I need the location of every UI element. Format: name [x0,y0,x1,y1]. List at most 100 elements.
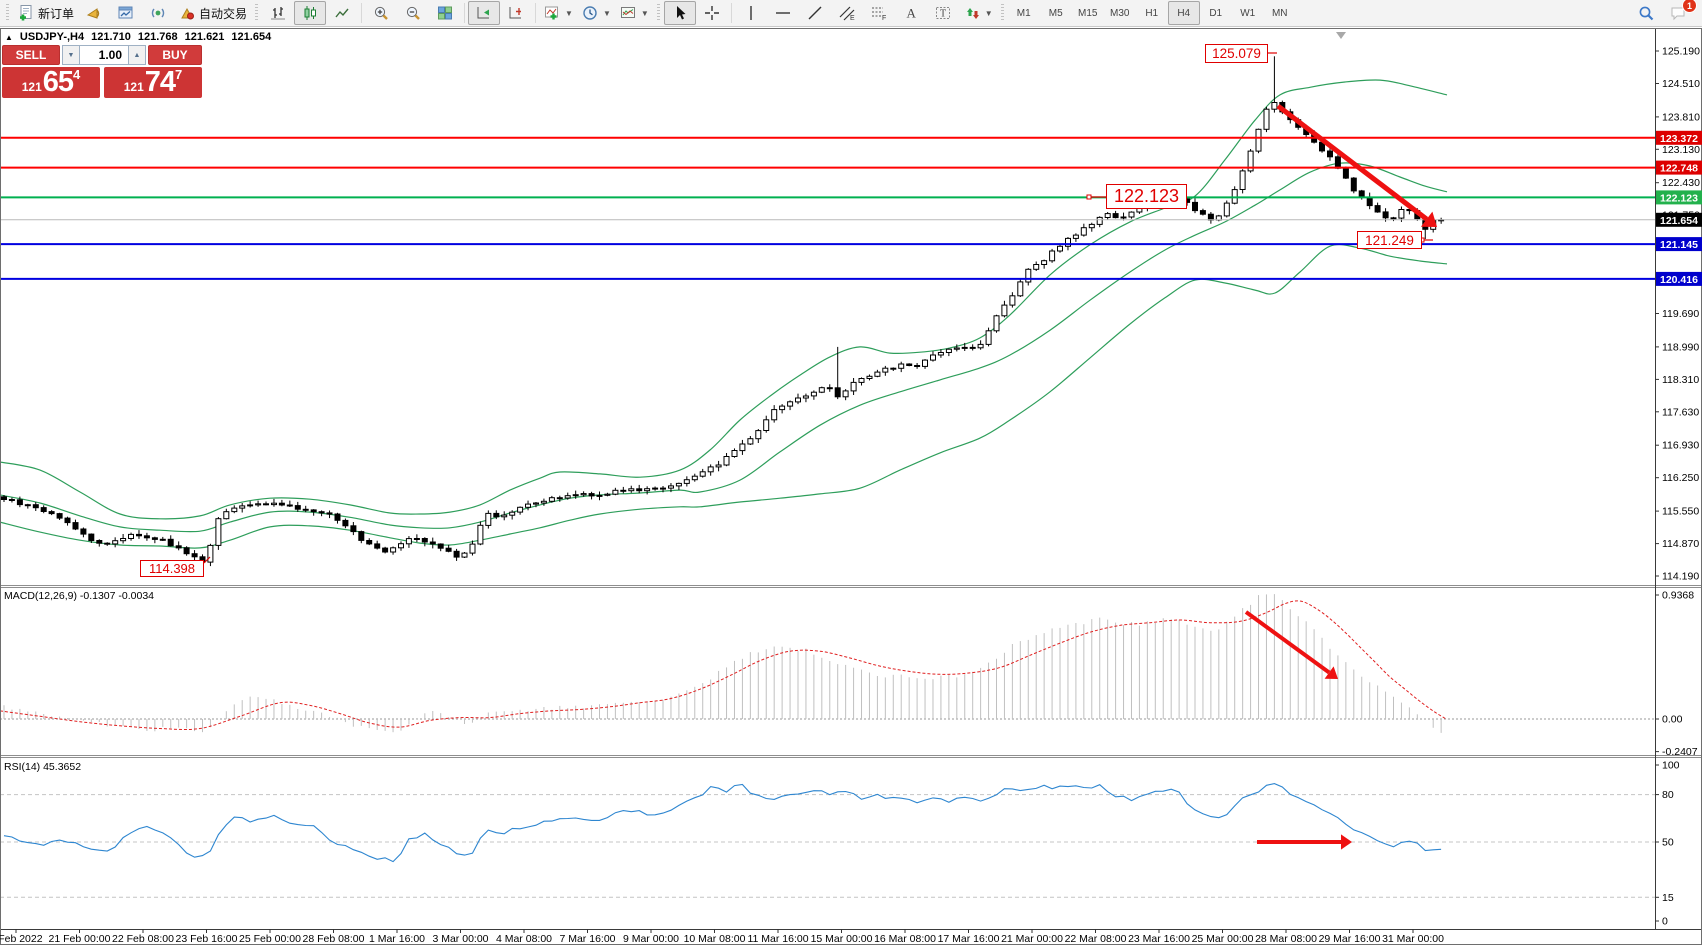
crosshair-tool-button[interactable] [696,1,728,25]
dropdown-caret-icon: ▼ [640,8,649,18]
timeframe-mn-button[interactable]: MN [1271,7,1288,19]
indicators-button[interactable]: ▼ [539,1,577,25]
timeframe-m15-button[interactable]: M15 [1077,7,1098,19]
price-annotation[interactable]: 122.123 [1106,184,1187,209]
cursor-tool-button[interactable] [663,1,696,25]
candlestick-icon [304,6,317,20]
toolbar-grip [1000,4,1004,22]
search-button[interactable] [1630,1,1662,25]
tile-windows-button[interactable] [429,1,461,25]
trendline-icon [808,6,822,20]
periods-button[interactable]: ▼ [577,1,615,25]
timeframe-m30-button[interactable]: M30 [1109,7,1130,19]
zoom-in-button[interactable] [365,1,397,25]
price-annotation[interactable]: 114.398 [140,560,204,577]
sell-price-prefix: 121 [21,80,42,94]
price-tick-label: 122.430 [1662,177,1700,189]
horizontal-line-tool-button[interactable] [767,1,799,25]
volume-decrease-button[interactable]: ▼ [62,45,80,65]
price-tick-label: 116.930 [1662,440,1699,452]
sell-price-sup: 4 [73,67,81,82]
timeframe-d1-button[interactable]: D1 [1209,7,1223,19]
rsi-scale: 100 80 50 15 0 [1655,760,1680,928]
templates-button[interactable]: ▼ [615,1,653,25]
time-label: 21 Feb 00:00 [49,933,111,945]
line-chart-mode-button[interactable] [326,1,358,25]
rsi-scale-label: 15 [1662,892,1674,904]
macd-scale-label: 0.9368 [1662,590,1694,602]
time-label: 23 Mar 16:00 [1128,933,1190,945]
autoscroll-button[interactable] [468,1,501,25]
autotrade-icon [181,7,195,20]
ohlc-low: 121.621 [184,31,225,43]
text-icon: A [906,6,916,21]
chat-button[interactable]: 1 [1662,0,1697,25]
chart-shift-button[interactable] [500,1,532,25]
price-annotation[interactable]: 121.249 [1357,231,1422,249]
channel-tool-button[interactable]: E [831,1,863,25]
line-chart-icon [335,8,349,18]
timeframe-m1-button[interactable]: M1 [1016,7,1031,19]
toolbar: 新订单 自动交易 [0,0,1702,27]
bollinger-bands [0,79,1448,549]
collapse-triangle-icon[interactable]: ▲ [5,32,13,42]
timeframe-h1-button[interactable]: H1 [1145,7,1159,19]
macd-pane [0,594,1655,733]
timeframe-m5-button[interactable]: M5 [1048,7,1063,19]
candlestick-mode-button[interactable] [294,1,327,25]
signal-button[interactable] [142,1,174,25]
horizontal-line-icon [775,12,790,14]
buy-button[interactable]: BUY [148,45,202,65]
price-tick-label: 117.630 [1662,406,1699,418]
time-label: 22 Feb 08:00 [112,933,174,945]
buy-price-display[interactable]: 121 74 7 [104,67,202,98]
crosshair-icon [704,6,719,20]
price-tick-label: 123.810 [1662,111,1700,123]
zoom-out-icon [406,6,420,20]
sell-button[interactable]: SELL [2,45,60,65]
ohlc-high: 121.768 [137,31,178,43]
new-order-button[interactable]: 新订单 [13,1,78,25]
volume-input[interactable]: 1.00 [80,45,128,65]
zoom-out-button[interactable] [397,1,429,25]
price-annotation[interactable]: 125.079 [1205,44,1268,63]
rsi-scale-label: 50 [1662,837,1674,849]
timeframe-w1-button[interactable]: W1 [1240,7,1256,19]
time-label: 7 Mar 16:00 [559,933,615,945]
new-order-label: 新订单 [38,6,75,21]
megaphone-button[interactable] [78,1,110,25]
label-tool-button[interactable]: T [927,1,959,25]
bar-chart-mode-button[interactable] [262,1,294,25]
price-badge [1656,190,1702,205]
autotrade-label: 自动交易 [199,6,248,21]
trendline-tool-button[interactable] [799,1,831,25]
volume-increase-button[interactable]: ▲ [128,45,146,65]
arrows-tool-button[interactable]: ▼ [959,1,997,25]
svg-text:T: T [940,9,946,20]
time-label: 25 Mar 00:00 [1192,933,1254,945]
bar-chart-icon [271,7,286,20]
cursor-icon [676,6,686,20]
arrow-objects-icon [966,8,979,19]
buy-price-prefix: 121 [123,80,144,94]
price-tick-label: 116.250 [1662,472,1699,484]
one-click-trade-panel: SELL ▼ 1.00 ▲ BUY 121 65 4 121 74 7 [2,45,202,98]
text-label-icon: T [935,7,950,20]
chart-window-button[interactable] [110,1,142,25]
vertical-line-tool-button[interactable] [735,1,767,25]
toolbar-grip [255,4,259,22]
time-label: 21 Mar 00:00 [1001,933,1063,945]
sell-price-display[interactable]: 121 65 4 [2,67,100,98]
text-tool-button[interactable]: A [895,1,927,25]
timeframe-h4-button[interactable]: H4 [1167,1,1200,25]
fibonacci-tool-button[interactable]: F [863,1,895,25]
autotrade-button[interactable]: 自动交易 [174,1,251,25]
svg-text:F: F [882,15,886,22]
time-label: 1 Mar 16:00 [369,933,425,945]
ohlc-close: 121.654 [231,31,272,43]
price-badges: 121.654 123.372 122.748 122.123 121.145 120.4… [1656,130,1702,286]
price-tick-label: 123.130 [1662,144,1700,156]
